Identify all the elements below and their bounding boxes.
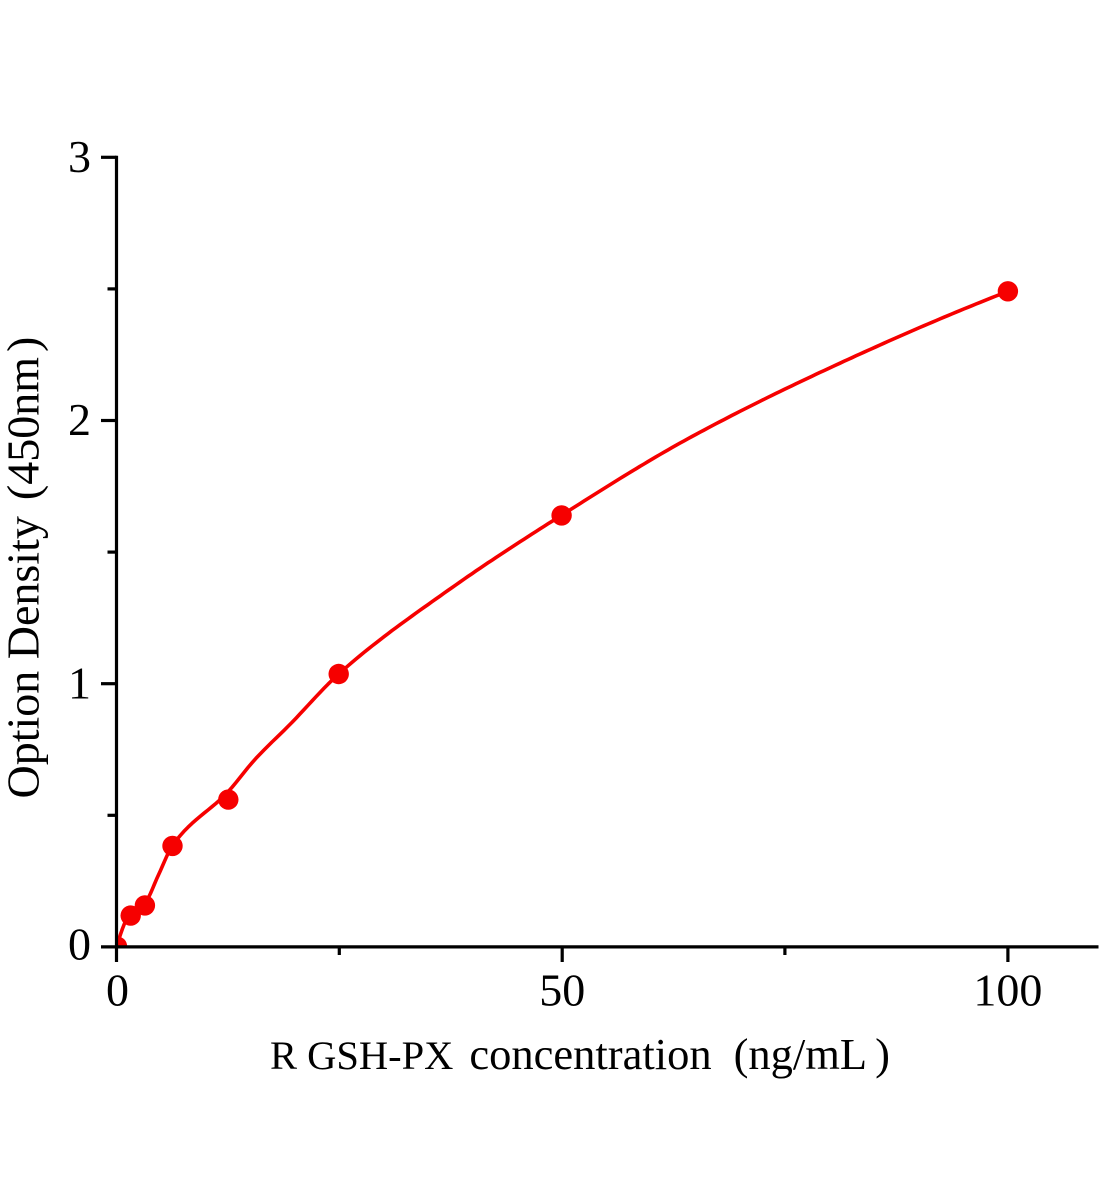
svg-text:100: 100 [973,965,1042,1016]
svg-text:1: 1 [68,657,91,708]
svg-text:2: 2 [68,394,91,445]
svg-text:50: 50 [539,965,585,1016]
svg-text:0: 0 [106,965,129,1016]
svg-text:Option Density(450nm): Option Density(450nm) [0,337,49,799]
svg-text:3: 3 [68,131,91,182]
svg-text:0: 0 [68,919,91,970]
